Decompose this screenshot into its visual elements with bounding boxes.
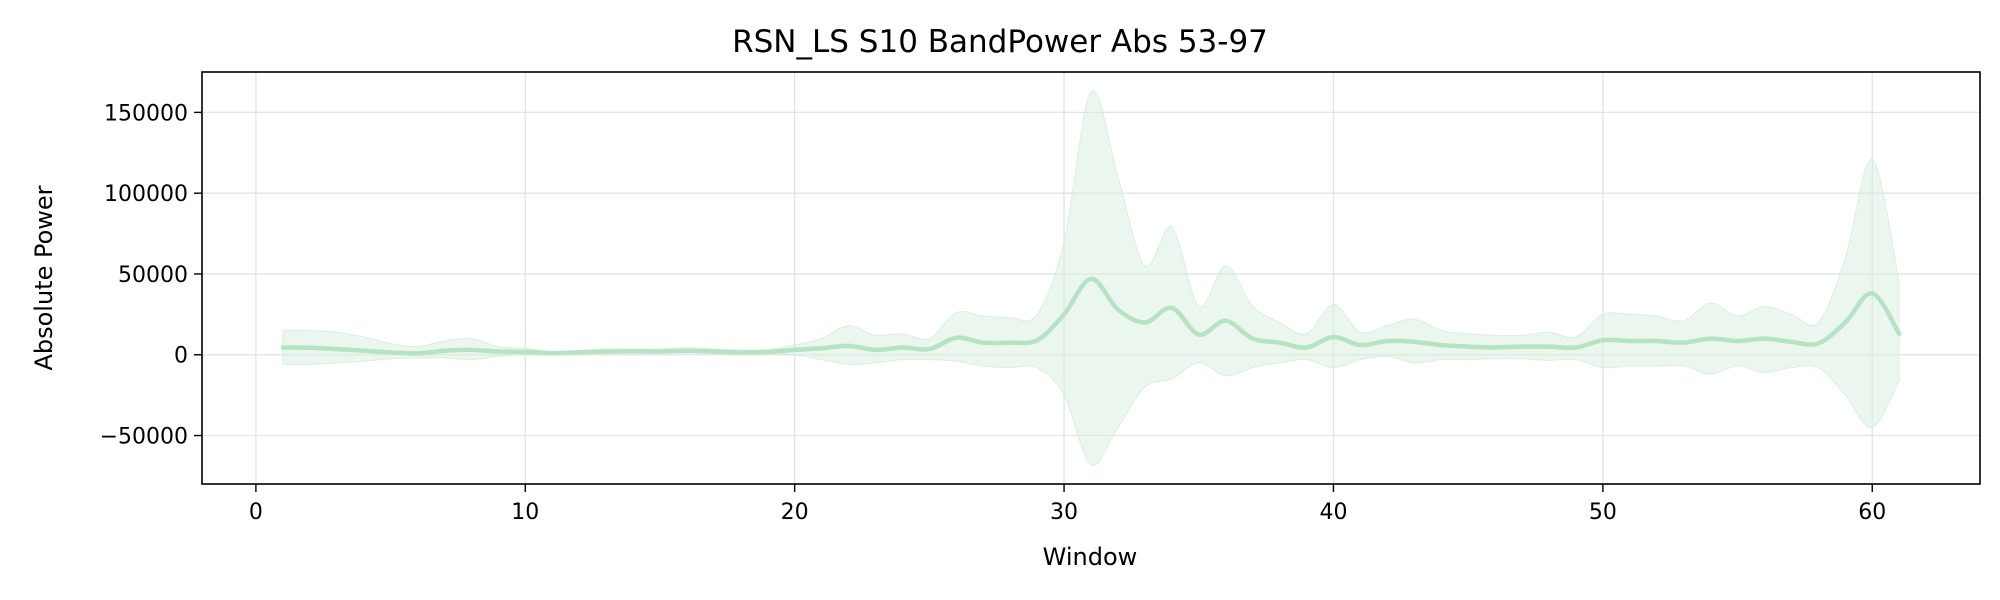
x-tick-label: 30 [1050,500,1078,525]
y-axis-label: Absolute Power [30,185,58,370]
chart-title: RSN_LS S10 BandPower Abs 53-97 [732,24,1268,60]
x-axis-label: Window [1043,543,1138,571]
x-tick-label: 0 [249,500,263,525]
y-axis-ticks: −50000 0 50000 100000 150000 [100,101,202,450]
plot-frame [201,71,1981,485]
x-tick-label: 60 [1858,500,1886,525]
y-tick-label: 0 [174,344,188,369]
x-tick-label: 40 [1319,500,1347,525]
mean-line [280,276,1902,356]
x-tick-label: 10 [511,500,539,525]
y-tick-label: −50000 [100,425,188,450]
x-axis-ticks: 0 10 20 30 40 50 60 [249,484,1886,525]
y-tick-label: 150000 [104,101,188,126]
x-tick-label: 20 [781,500,809,525]
y-tick-label: 100000 [104,182,188,207]
y-tick-label: 50000 [118,263,188,288]
x-tick-label: 50 [1589,500,1617,525]
